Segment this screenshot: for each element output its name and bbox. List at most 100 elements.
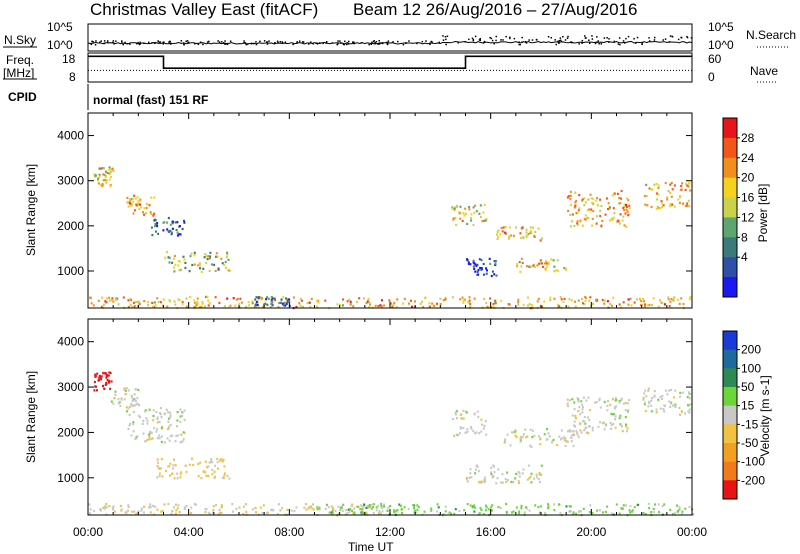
echo-cell (104, 300, 107, 303)
echo-cell (104, 176, 107, 179)
freq-label-line2: [MHz] (3, 66, 34, 80)
echo-cell (472, 206, 475, 209)
nsearch-point (445, 38, 447, 41)
nsearch-point (157, 40, 159, 42)
echo-cell (133, 404, 136, 407)
echo-cell (518, 261, 521, 264)
echo-cell (100, 375, 103, 378)
echo-cell (437, 506, 440, 509)
echo-cell (520, 504, 523, 507)
echo-cell (173, 266, 175, 269)
echo-cell (219, 511, 221, 514)
nsearch-point (603, 37, 606, 39)
nsearch-point (151, 42, 153, 44)
echo-cell (149, 211, 152, 214)
echo-cell (660, 200, 663, 203)
nsearch-point (107, 41, 109, 44)
nsearch-point (250, 42, 253, 45)
echo-cell (220, 257, 223, 260)
echo-cell (620, 398, 623, 401)
echo-cell (176, 425, 178, 428)
echo-cell (312, 508, 315, 511)
echo-cell (573, 420, 576, 423)
echo-cell (501, 473, 504, 476)
echo-cell (584, 422, 587, 425)
echo-cell (106, 379, 109, 382)
echo-cell (312, 503, 314, 506)
echo-cell (169, 416, 172, 419)
echo-cell (667, 189, 670, 193)
time-axis-labels: 00:00 04:00 08:00 12:00 16:00 20:00 00:00 (73, 525, 707, 539)
echo-cell (94, 375, 97, 378)
echo-cell (135, 300, 138, 303)
echo-cell (332, 512, 335, 515)
echo-cell (493, 465, 495, 468)
echo-cell (547, 505, 550, 508)
echo-cell (166, 427, 169, 431)
echo-cell (205, 261, 208, 265)
echo-cell (181, 414, 184, 417)
echo-cell (586, 416, 589, 419)
cpid-label: CPID (8, 90, 37, 104)
x-tick-label: 20:00 (576, 525, 606, 539)
echo-cell (511, 431, 513, 434)
echo-cell (629, 511, 632, 514)
echo-cell (596, 197, 599, 200)
echo-cell (686, 204, 689, 207)
velocity-echo-cells (88, 371, 694, 517)
echo-cell (578, 194, 581, 197)
echo-cell (99, 508, 102, 511)
echo-cell (132, 212, 135, 215)
echo-cell (101, 184, 104, 187)
echo-cell (108, 296, 111, 299)
nsearch-point (570, 41, 572, 43)
echo-cell (517, 301, 520, 304)
echo-cell (167, 256, 170, 259)
echo-cell (190, 252, 193, 255)
echo-cell (518, 481, 520, 485)
echo-cell (208, 461, 211, 464)
echo-cell (633, 506, 636, 509)
echo-cell (532, 226, 535, 229)
echo-cell (557, 269, 559, 272)
nsearch-point (633, 38, 635, 40)
nsearch-point (421, 40, 424, 43)
echo-cell (103, 387, 106, 390)
echo-cell (112, 402, 115, 405)
echo-cell (279, 509, 282, 512)
echo-cell (656, 198, 658, 201)
echo-cell (179, 441, 182, 444)
echo-cell (396, 509, 399, 512)
echo-cell (336, 303, 339, 306)
echo-cell (517, 480, 520, 483)
nsearch-point (669, 35, 672, 37)
echo-cell (398, 503, 401, 506)
echo-cell (508, 235, 511, 238)
echo-cell (476, 263, 479, 266)
echo-cell (433, 304, 436, 307)
echo-cell (135, 436, 138, 439)
echo-cell (369, 303, 372, 306)
echo-cell (650, 410, 653, 413)
echo-cell (109, 171, 112, 174)
echo-cell (152, 419, 155, 422)
echo-cell (650, 205, 653, 209)
nsearch-point (554, 39, 556, 41)
echo-cell (475, 210, 478, 213)
colorbar-segment (723, 405, 737, 425)
echo-cell (120, 398, 123, 401)
echo-cell (281, 506, 284, 510)
echo-cell (190, 506, 193, 509)
echo-cell (512, 481, 515, 484)
echo-cell (517, 298, 520, 301)
echo-cell (176, 231, 179, 234)
nsearch-point (649, 40, 651, 42)
echo-cell (377, 305, 380, 308)
nsearch-label: N.Search (746, 28, 796, 42)
nsearch-point (521, 36, 523, 39)
echo-cell (585, 399, 588, 402)
echo-cell (648, 400, 651, 403)
echo-cell (345, 509, 348, 512)
echo-cell (653, 390, 656, 393)
echo-cell (156, 428, 159, 431)
